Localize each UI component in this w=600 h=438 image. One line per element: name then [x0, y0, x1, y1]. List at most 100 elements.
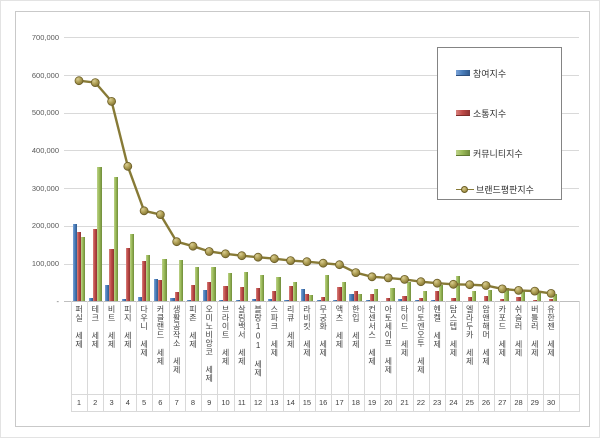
bar-커뮤니티지수 [113, 176, 118, 302]
bar-커뮤니티지수 [439, 285, 444, 302]
rank-label: 13 [270, 398, 279, 408]
bar-커뮤니티지수 [422, 290, 428, 302]
bar-group [495, 12, 509, 302]
category-separator [135, 301, 137, 411]
rank-label: 18 [351, 398, 360, 408]
bar-group [284, 12, 297, 302]
bar-소통지수 [483, 295, 489, 302]
bar-커뮤니티지수 [195, 267, 200, 302]
bar-group [88, 12, 102, 302]
rank-label: 22 [416, 398, 426, 408]
bar-참여지수 [121, 299, 126, 302]
bar-커뮤니티지수 [536, 292, 542, 302]
gridline [64, 37, 579, 39]
bar-커뮤니티지수 [162, 259, 167, 302]
bar-group [463, 12, 476, 302]
bar-소통지수 [467, 297, 472, 302]
bar-참여지수 [463, 300, 468, 302]
rank-label: 17 [335, 398, 344, 408]
category-label: 무궁화 세제 [318, 305, 328, 358]
community-bar-swatch-icon [456, 150, 470, 156]
bar-커뮤니티지수 [357, 294, 363, 302]
bar-소통지수 [500, 299, 505, 302]
category-strip-right-edge [579, 301, 580, 411]
category-separator [233, 301, 235, 411]
category-separator [559, 301, 561, 411]
rank-label: 3 [109, 398, 114, 408]
bar-커뮤니티지수 [504, 288, 509, 302]
category-label: 블랑101 세제 [253, 305, 263, 378]
rank-label: 4 [125, 398, 130, 408]
bar-group [528, 12, 542, 302]
bar-소통지수 [418, 298, 423, 302]
bar-소통지수 [272, 291, 277, 302]
rank-label: 15 [302, 398, 312, 408]
category-label: 생활공작소 세제 [172, 305, 182, 375]
bar-커뮤니티지수 [97, 166, 102, 302]
rank-label: 19 [367, 398, 377, 408]
bar-참여지수 [414, 300, 419, 302]
bar-소통지수 [532, 299, 537, 302]
legend-label: 커뮤니티지수 [473, 148, 523, 159]
category-label: 다우니 세제 [139, 305, 149, 358]
bar-참여지수 [447, 300, 452, 302]
legend-item-community: 커뮤니티지수 [456, 148, 523, 159]
bar-참여지수 [316, 300, 322, 302]
bar-참여지수 [333, 300, 338, 302]
category-label: 퍼실 세제 [74, 305, 84, 349]
category-label: 스파크 세제 [269, 305, 279, 358]
y-tick-label: 400,000 [31, 145, 59, 155]
bar-group [333, 12, 346, 302]
bar-group [105, 12, 118, 302]
bar-커뮤니티지수 [325, 274, 330, 302]
bar-참여지수 [219, 300, 224, 302]
bar-group [170, 12, 183, 302]
category-label: 엘라두카 세제 [465, 305, 475, 366]
category-label: 카포드 세제 [497, 305, 507, 358]
category-separator [542, 301, 544, 411]
bar-커뮤니티지수 [227, 272, 232, 302]
rank-label: 11 [237, 398, 246, 408]
bar-커뮤니티지수 [374, 289, 379, 302]
category-separator [168, 301, 170, 411]
category-separator [363, 301, 365, 411]
category-label: 리큐 세제 [286, 305, 296, 349]
rank-row-divider [70, 394, 580, 396]
legend-item-reputation: 브랜드평판지수 [456, 184, 534, 195]
bar-커뮤니티지수 [292, 282, 297, 302]
bar-참여지수 [170, 298, 175, 302]
category-separator [445, 301, 447, 411]
category-label: 헨켈 세제 [432, 305, 442, 349]
category-separator [526, 301, 528, 411]
y-tick-label: 200,000 [31, 221, 59, 231]
bar-참여지수 [284, 299, 289, 302]
y-tick-label: 600,000 [31, 70, 59, 80]
bar-group [300, 12, 314, 302]
bar-참여지수 [186, 299, 191, 302]
rank-label: 14 [286, 398, 295, 408]
bar-커뮤니티지수 [211, 267, 216, 302]
communication-bar-swatch-icon [456, 110, 470, 116]
bar-커뮤니티지수 [553, 293, 558, 302]
bar-커뮤니티지수 [455, 276, 460, 302]
category-separator [380, 301, 382, 411]
rank-label: 12 [253, 398, 263, 408]
bar-커뮤니티지수 [406, 282, 411, 302]
bar-참여지수 [72, 223, 77, 302]
category-separator [103, 301, 105, 411]
bar-group [251, 12, 265, 302]
bar-소통지수 [321, 296, 326, 302]
category-label: 아토엔오투 세제 [416, 305, 426, 375]
bar-group [349, 12, 363, 302]
y-tick-label: 100,000 [31, 259, 59, 269]
category-separator [412, 301, 414, 411]
label-area-bottom-line [70, 410, 580, 412]
bar-참여지수 [495, 300, 501, 302]
rank-label: 16 [319, 398, 328, 408]
rank-label: 29 [530, 398, 539, 408]
category-separator [331, 301, 333, 411]
category-label: 액츠 세제 [334, 305, 344, 349]
category-separator [396, 301, 398, 411]
category-label: 쉬슬러 세제 [514, 305, 524, 358]
bar-커뮤니티지수 [488, 290, 493, 302]
